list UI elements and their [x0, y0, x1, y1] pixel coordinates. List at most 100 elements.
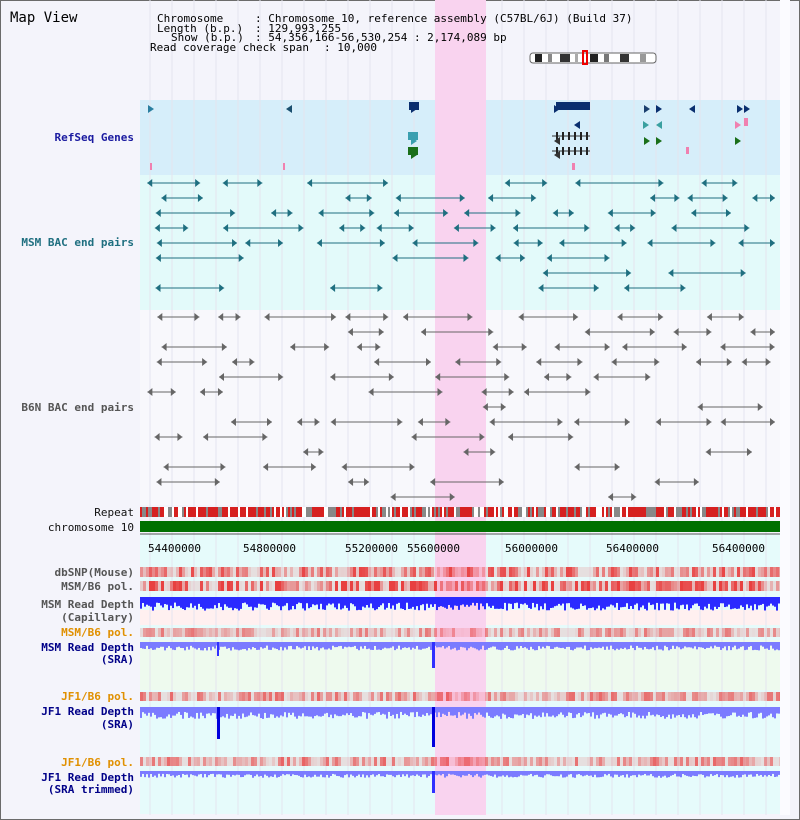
exon — [568, 132, 570, 140]
msm-pol-cell — [551, 581, 554, 591]
gene-arrow — [735, 137, 741, 145]
repeat-segment — [744, 507, 746, 517]
msm-cap-depth-bar — [526, 597, 528, 605]
msm-sra-depth-bar — [352, 642, 354, 647]
b6n-bac-end — [705, 448, 711, 456]
msm-pol2-cell — [575, 628, 578, 637]
jf1-pol-cell — [485, 692, 488, 701]
jf1-depth-bar — [734, 707, 736, 713]
jf1-pol2-cell — [692, 757, 695, 766]
msm-sra-depth-bar — [674, 642, 676, 649]
msm-cap-depth-bar — [238, 597, 240, 611]
jf1-pol-cell — [206, 692, 209, 701]
dbsnp-cell — [371, 567, 374, 577]
msm-pol2-cell — [770, 628, 773, 637]
jf1-depth-bar — [398, 707, 400, 719]
jf1-trim-depth-bar — [170, 771, 172, 776]
jf1-depth-bar — [684, 707, 686, 718]
msm-pol-cell — [467, 581, 470, 591]
dbsnp-cell — [572, 567, 575, 577]
b6n-bac-end — [262, 433, 268, 441]
jf1-depth-bar — [616, 707, 618, 716]
jf1-trim-depth-bar — [374, 771, 376, 777]
jf1-pol-cell — [686, 692, 689, 701]
msm-sra-depth-bar — [738, 642, 740, 649]
dbsnp-cell — [719, 567, 722, 577]
repeat-segment — [226, 507, 228, 517]
jf1-pol-cell — [545, 692, 548, 701]
repeat-segment — [152, 507, 154, 517]
msm-pol-cell — [755, 581, 758, 591]
repeat-segment — [266, 507, 268, 517]
msm-bac-end — [722, 194, 728, 202]
msm-pol-cell — [416, 581, 419, 591]
b6n-bac-end — [492, 343, 498, 351]
jf1-depth-bar — [706, 707, 708, 714]
jf1-depth-bar — [528, 707, 530, 716]
jf1-depth-bar — [440, 707, 442, 717]
jf1-depth-bar — [730, 707, 732, 716]
b6n-bac-end — [267, 418, 273, 426]
jf1-trim-depth-bar — [240, 771, 242, 778]
jf1-pol-cell — [425, 692, 428, 701]
dbsnp-cell — [365, 567, 368, 577]
jf1-depth-bar — [384, 707, 386, 715]
jf1-trim-depth-bar — [744, 771, 746, 775]
jf1-depth-bar — [588, 707, 590, 713]
coverage-value: : 10,000 — [324, 41, 377, 54]
msm-cap-depth-bar — [378, 597, 380, 607]
jf1-depth-bar — [566, 707, 568, 716]
msm-cap-depth-bar — [296, 597, 298, 605]
msm-bac-end — [674, 194, 680, 202]
jf1-trim-depth-bar — [570, 771, 572, 775]
msm-sra-depth-bar — [436, 642, 438, 648]
repeat-segment — [616, 507, 618, 517]
msm-cap-depth-bar — [416, 597, 418, 607]
msm-pol2-cell — [737, 628, 740, 637]
jf1-depth-bar — [608, 707, 610, 714]
msm-pol2-cell — [395, 628, 398, 637]
jf1-depth-bar — [530, 707, 532, 714]
track-label-jf1-depth-trim: JF1 Read Depth — [41, 771, 134, 784]
msm-sra-depth-bar — [428, 642, 430, 647]
msm-sra-depth-bar — [176, 642, 178, 648]
msm-pol-cell — [572, 581, 575, 591]
repeat-segment — [592, 507, 594, 517]
msm-cap-depth-bar — [488, 597, 490, 607]
msm-cap-depth-bar — [594, 597, 596, 611]
msm-cap-depth-bar — [350, 597, 352, 604]
axis-tick-label: 56400000 — [606, 542, 659, 555]
msm-sra-depth-bar — [316, 642, 318, 647]
msm-sra-depth-bar — [598, 642, 600, 648]
repeat-segment — [764, 507, 766, 517]
jf1-trim-depth-bar — [452, 771, 454, 775]
jf1-depth-bar — [210, 707, 212, 716]
msm-cap-depth-bar — [450, 597, 452, 608]
msm-bac-end — [624, 284, 630, 292]
msm-sra-depth-bar — [636, 642, 638, 646]
repeat-segment — [678, 507, 680, 517]
jf1-pol2-cell — [488, 757, 491, 766]
msm-sra-depth-bar — [198, 642, 200, 648]
jf1-trim-depth-bar — [328, 771, 330, 778]
msm-pol-cell — [710, 581, 713, 591]
msm-pol2-cell — [233, 628, 236, 637]
dbsnp-cell — [401, 567, 404, 577]
repeat-segment — [614, 507, 616, 517]
msm-pol-cell — [596, 581, 599, 591]
msm-cap-depth-bar — [534, 597, 536, 608]
jf1-pol2-cell — [272, 757, 275, 766]
jf1-depth-bar — [192, 707, 194, 718]
jf1-pol-cell — [629, 692, 632, 701]
jf1-pol-cell — [500, 692, 503, 701]
jf1-trim-depth-bar — [430, 771, 432, 775]
jf1-trim-depth-bar — [632, 771, 634, 776]
jf1-depth-bar — [714, 707, 716, 716]
repeat-segment — [364, 507, 366, 517]
repeat-segment — [768, 507, 770, 517]
jf1-depth-bar — [154, 707, 156, 715]
jf1-trim-depth-bar — [664, 771, 666, 776]
jf1-pol-cell — [209, 692, 212, 701]
axis-tick-label: 56400000 — [712, 542, 765, 555]
